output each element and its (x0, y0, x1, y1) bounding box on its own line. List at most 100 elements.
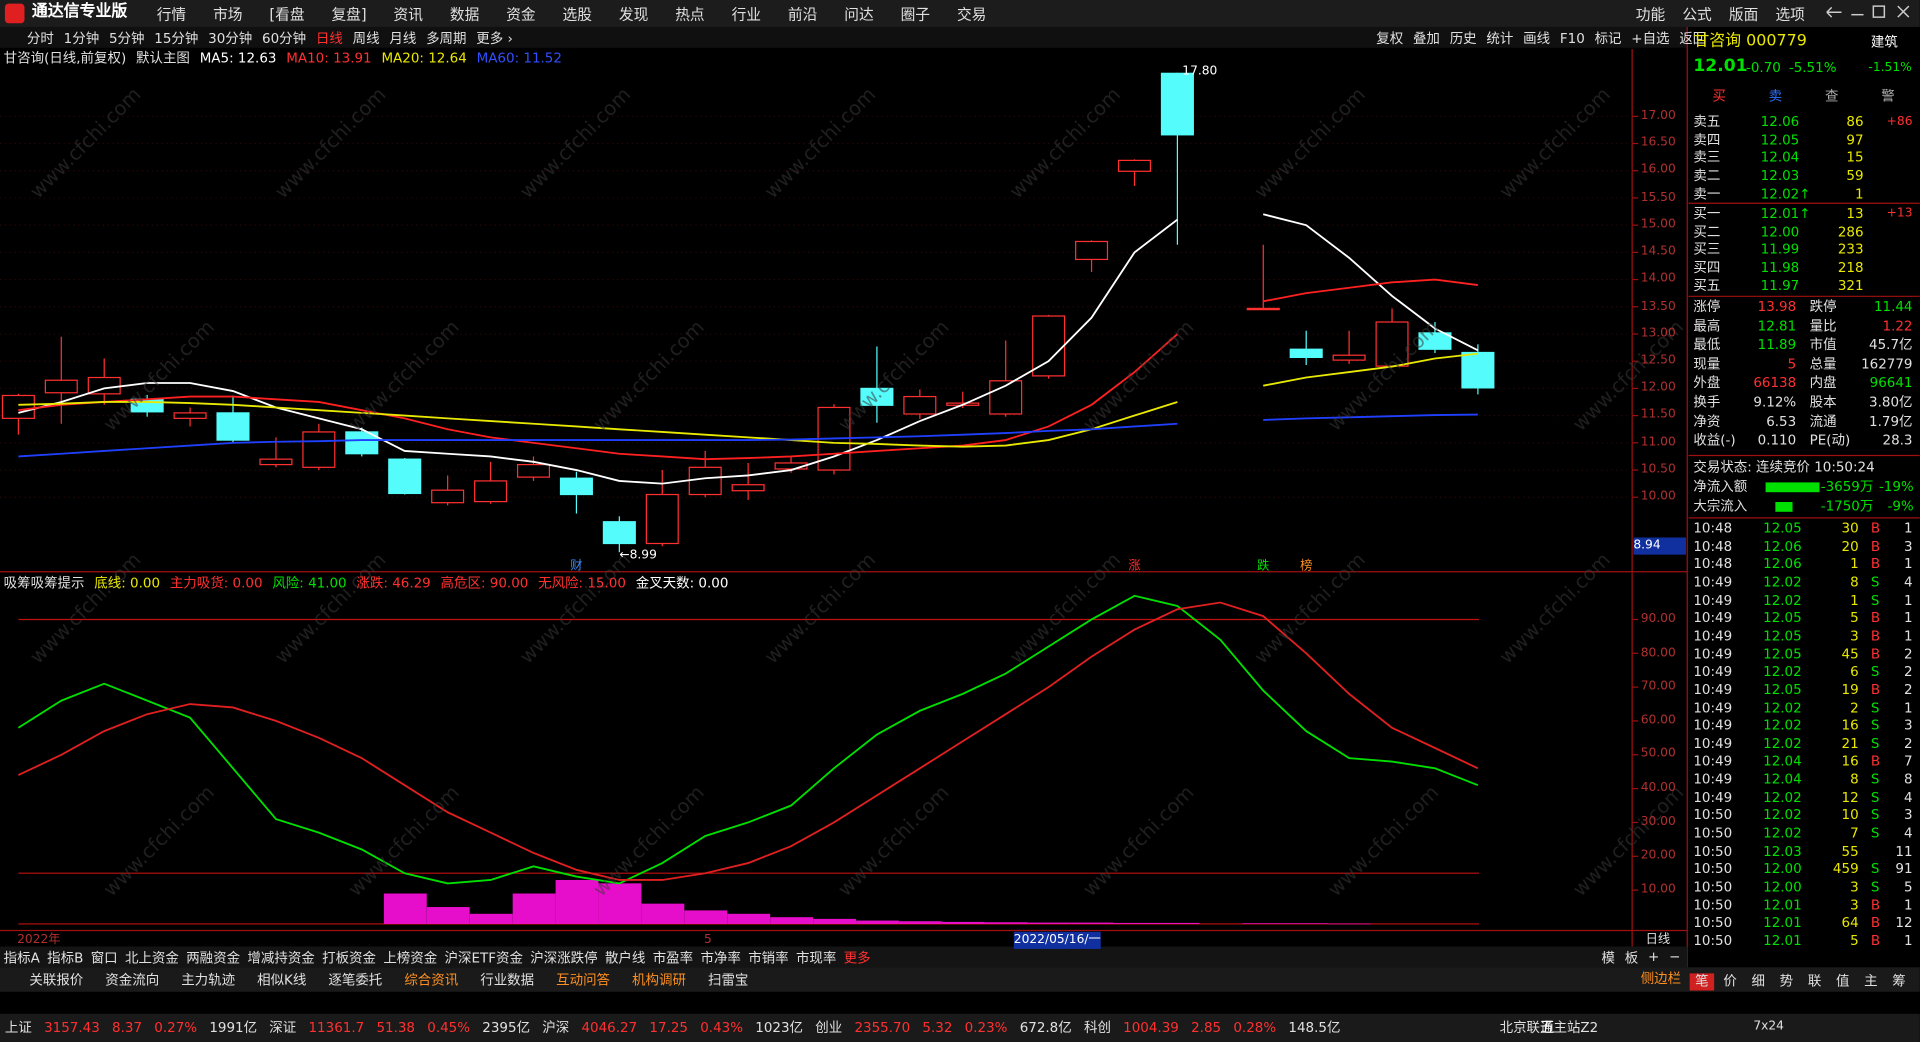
tool-button[interactable]: 画线 (1523, 30, 1551, 47)
period-tab[interactable]: 5分钟 (108, 30, 145, 47)
indicator-tab[interactable]: 市现率 (795, 949, 837, 966)
side-tab[interactable]: 筹 (1892, 973, 1906, 990)
period-tab[interactable]: 1分钟 (63, 30, 100, 47)
menu-item[interactable]: 选项 (1775, 5, 1805, 23)
book-price: 11.97 (1760, 277, 1800, 294)
tool-button[interactable]: 统计 (1486, 30, 1514, 47)
event-marker[interactable]: 榜 (1300, 559, 1313, 574)
menu-item[interactable]: 公式 (1682, 5, 1712, 23)
indicator-tab[interactable]: 指标B (47, 949, 84, 966)
menu-item[interactable]: 圈子 (900, 5, 931, 23)
period-tab[interactable]: 多周期 (426, 30, 467, 47)
indicator-tab[interactable]: 指标A (3, 949, 40, 966)
indicator-tab[interactable]: 窗口 (90, 949, 118, 966)
template-tab[interactable]: + (1648, 948, 1660, 965)
indicator-tab[interactable]: 沪深涨跌停 (530, 949, 598, 966)
menu-item[interactable]: 功能 (1635, 5, 1666, 23)
index-amount: 672.8亿 (1019, 1019, 1072, 1036)
period-tab[interactable]: 日线 (315, 30, 343, 47)
side-tab[interactable]: 价 (1723, 973, 1737, 990)
tool-button[interactable]: F10 (1559, 29, 1585, 46)
menu-item[interactable]: 资讯 (393, 5, 423, 23)
trade-button[interactable]: 查 (1824, 88, 1839, 105)
tool-button[interactable]: 返回 (1679, 30, 1707, 47)
indicator-tab[interactable]: 北上资金 (124, 949, 179, 966)
menu-item[interactable]: 问达 (844, 5, 874, 23)
period-tab[interactable]: 周线 (352, 30, 380, 47)
tool-button[interactable]: 复权 (1376, 30, 1404, 47)
period-tab[interactable]: 更多 › (476, 30, 513, 47)
menu-item[interactable]: 资金 (506, 5, 536, 23)
info-tab[interactable]: 机构调研 (632, 972, 686, 989)
trade-time: 10:49 (1693, 663, 1733, 680)
histogram-bar (555, 879, 599, 924)
indicator-tab[interactable]: 市销率 (748, 949, 789, 966)
period-bar: 分时 1分钟 5分钟 15分钟 30分钟 60分钟 日线 周线 月线 多周期 更多 › (27, 28, 513, 48)
period-tab[interactable]: 月线 (389, 30, 417, 47)
tool-button[interactable]: 标记 (1594, 30, 1622, 47)
info-tab[interactable]: 逐笔委托 (328, 972, 383, 989)
indicator-tab[interactable]: 更多 (843, 949, 871, 966)
period-tab[interactable]: 60分钟 (262, 30, 307, 47)
side-tab[interactable]: 联 (1807, 973, 1822, 990)
menu-item[interactable]: 行情 (156, 5, 187, 23)
trade-button[interactable]: 卖 (1768, 88, 1783, 105)
menu-item[interactable]: 市场 (213, 5, 243, 23)
indicator-tab[interactable]: 沪深ETF资金 (444, 949, 523, 966)
event-marker[interactable]: 财 (570, 559, 583, 574)
last-price: 12.01 (1693, 56, 1748, 76)
event-marker[interactable]: 涨 (1128, 559, 1141, 574)
sidebar-toggle[interactable]: 侧边栏 (1640, 970, 1682, 987)
event-marker[interactable]: 跌 (1257, 559, 1270, 574)
menu-item[interactable]: 行业 (731, 5, 761, 23)
menu-item[interactable]: 交易 (956, 5, 987, 23)
side-tab[interactable]: 主 (1864, 973, 1878, 990)
info-tab[interactable]: 资金流向 (105, 972, 160, 989)
template-tab[interactable]: 模 (1601, 949, 1615, 966)
info-tab[interactable]: 扫雷宝 (707, 972, 749, 989)
menu-item[interactable]: 选股 (562, 5, 592, 23)
trade-volume: 459 (1832, 861, 1859, 878)
menu-item[interactable]: 热点 (675, 5, 705, 23)
info-tab[interactable]: 综合资讯 (404, 972, 459, 989)
menu-item[interactable]: 发现 (618, 5, 649, 23)
tool-button[interactable]: 叠加 (1412, 30, 1440, 47)
template-tab[interactable]: − (1669, 948, 1681, 965)
sector-button[interactable]: 建筑 (1870, 34, 1898, 51)
info-tab[interactable]: 主力轨迹 (181, 972, 236, 989)
indicator-tab[interactable]: 散户线 (604, 949, 646, 966)
period-tab[interactable]: 分时 (26, 30, 54, 47)
menu-item[interactable]: 复盘] (331, 5, 367, 23)
info-tab[interactable]: 互动问答 (556, 972, 611, 989)
menu-item[interactable]: [看盘 (269, 5, 305, 23)
menu-item[interactable]: 前沿 (787, 5, 818, 23)
indicator-tab[interactable]: 市盈率 (652, 949, 694, 966)
info-tab[interactable]: 行业数据 (480, 972, 535, 989)
index-amount: 1023亿 (755, 1019, 804, 1036)
indicator-tab[interactable]: 两融资金 (186, 949, 241, 966)
side-tab[interactable]: 势 (1779, 973, 1794, 990)
indicator-tab[interactable]: 增减持资金 (247, 949, 315, 966)
indicator-tab[interactable]: 市净率 (700, 949, 741, 966)
indicator-tab[interactable]: 上榜资金 (383, 949, 438, 966)
trade-volume: 16 (1841, 753, 1859, 770)
menu-item[interactable]: 版面 (1728, 5, 1759, 23)
side-tab[interactable]: 笔 (1689, 973, 1715, 991)
info-tab[interactable]: 相似K线 (257, 972, 307, 989)
trade-button[interactable]: 买 (1712, 88, 1726, 105)
indicator-tab[interactable]: 打板资金 (322, 949, 376, 966)
period-tab[interactable]: 15分钟 (154, 30, 199, 47)
side-tab[interactable]: 细 (1751, 973, 1765, 990)
histogram-bar (641, 903, 685, 924)
info-tab[interactable]: 关联报价 (29, 972, 84, 989)
tool-button[interactable]: 历史 (1449, 30, 1477, 47)
menu-item[interactable]: 数据 (449, 5, 480, 23)
trade-price: 12.06 (1763, 538, 1802, 555)
y-tick-label: 10.50 (1640, 462, 1676, 477)
side-tab[interactable]: 值 (1835, 973, 1850, 990)
period-tab[interactable]: 30分钟 (208, 30, 253, 47)
trade-side: S (1870, 807, 1880, 824)
tool-button[interactable]: +自选 (1631, 30, 1670, 47)
trade-button[interactable]: 警 (1881, 88, 1895, 105)
template-tab[interactable]: 板 (1624, 949, 1639, 966)
